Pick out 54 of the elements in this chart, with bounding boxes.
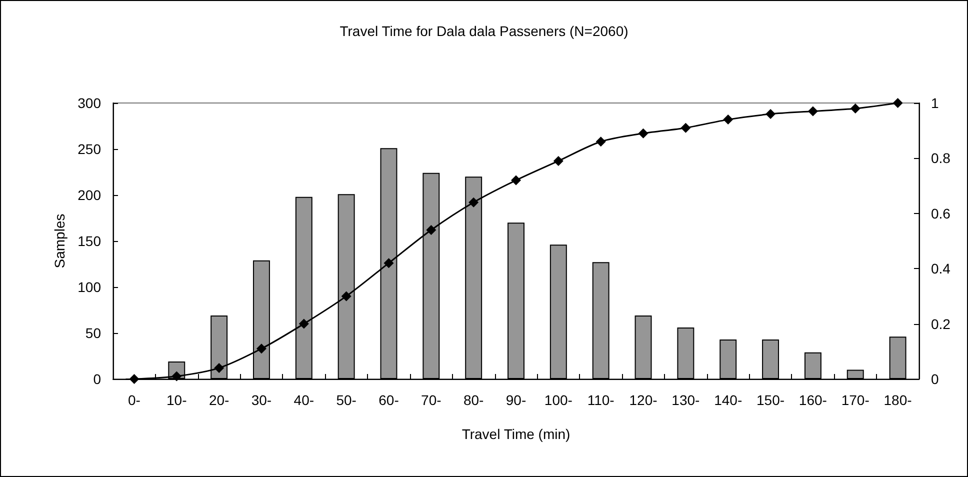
x-tick-label: 90- <box>506 392 526 408</box>
y-tick-label: 300 <box>78 95 102 111</box>
x-axis-title: Travel Time (min) <box>462 426 570 442</box>
x-tick-label: 0- <box>128 392 141 408</box>
y2-tick-label: 0.2 <box>931 316 951 332</box>
y-tick-label: 50 <box>85 325 102 341</box>
point <box>766 109 776 120</box>
point <box>468 197 479 208</box>
y-tick-label: 150 <box>78 233 102 249</box>
chart-title: Travel Time for Dala dala Passeners (N=2060) <box>340 23 628 39</box>
y2-tick-label: 1 <box>931 95 939 111</box>
x-tick-label: 30- <box>251 392 272 408</box>
point <box>723 114 734 125</box>
point <box>892 98 903 108</box>
point <box>256 344 266 354</box>
point <box>850 104 860 114</box>
x-tick-label: 60- <box>378 392 400 408</box>
x-tick-label: 140- <box>714 392 742 408</box>
x-tick-label: 40- <box>294 392 314 408</box>
x-tick-label: 100- <box>544 392 573 408</box>
point <box>808 106 818 116</box>
y-tick-label: 250 <box>78 141 102 157</box>
x-tick-label: 160- <box>798 392 828 408</box>
x-tick-label: 70- <box>421 392 442 408</box>
x-tick-label: 20- <box>208 392 230 408</box>
y-tick-label: 100 <box>78 279 102 295</box>
y-tick-label: 200 <box>78 187 102 203</box>
y2-tick-label: 0.4 <box>931 260 951 277</box>
point <box>596 136 606 147</box>
point <box>341 291 352 302</box>
point <box>511 175 521 186</box>
x-tick-label: 110- <box>587 392 615 408</box>
point <box>638 128 648 138</box>
point <box>129 374 140 384</box>
x-tick-label: 50- <box>336 392 357 408</box>
x-tick-label: 170- <box>841 392 870 408</box>
point <box>426 224 436 235</box>
y2-tick-label: 0.8 <box>931 150 951 166</box>
x-tick-label: 130- <box>672 392 700 408</box>
y2-tick-label: 0 <box>931 371 939 387</box>
y2-tick-label: 0.6 <box>931 205 951 222</box>
point <box>680 122 691 133</box>
point <box>214 362 224 373</box>
x-tick-label: 150- <box>756 392 785 408</box>
x-tick-label: 80- <box>463 392 484 408</box>
point <box>384 258 394 268</box>
point <box>172 371 182 382</box>
y-tick-label: 0 <box>93 371 102 387</box>
x-tick-label: 120- <box>629 392 658 408</box>
point <box>553 156 564 166</box>
x-tick-label: 180- <box>884 392 912 408</box>
x-tick-label: 10- <box>166 392 188 408</box>
y-axis-title: Samples <box>52 214 68 268</box>
point <box>298 318 309 329</box>
